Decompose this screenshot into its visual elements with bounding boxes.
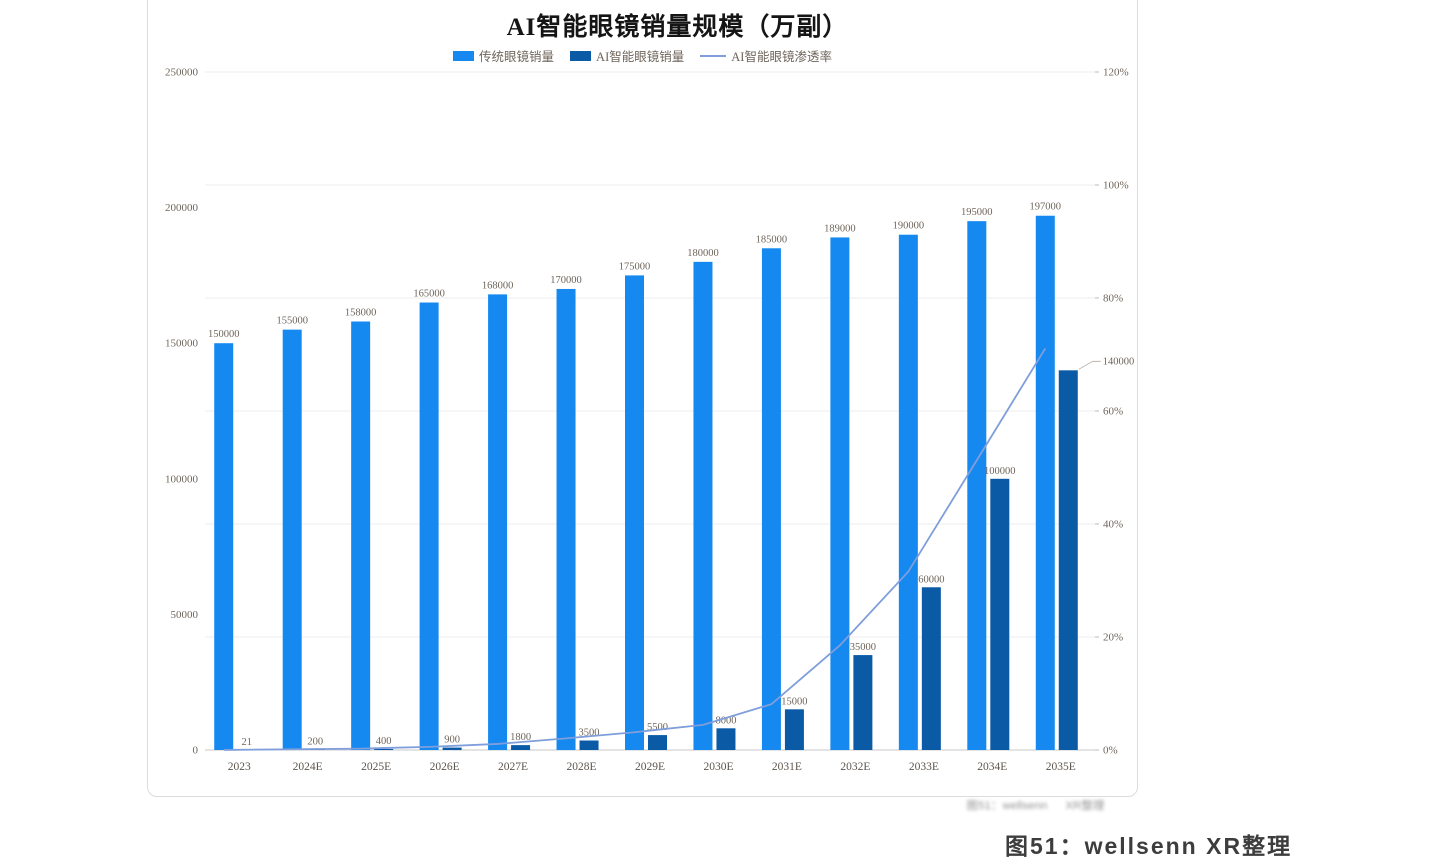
bar-ai: [374, 748, 394, 750]
x-axis-category-label: 2024E: [293, 761, 323, 773]
bar-ai-value-label: 400: [376, 736, 392, 747]
legend-line-penetration-icon: [700, 54, 727, 57]
bar-traditional-value-label: 170000: [550, 275, 582, 286]
right-axis-tick-label: 40%: [1103, 519, 1123, 531]
bar-traditional: [351, 321, 371, 750]
right-axis-tick-label: 80%: [1103, 293, 1123, 305]
legend-label-ai: AI智能眼镜销量: [596, 50, 685, 64]
x-axis-category-label: 2033E: [909, 761, 939, 773]
bar-ai: [511, 745, 531, 750]
legend-label-penetration: AI智能眼镜渗透率: [731, 50, 832, 64]
legend-item-penetration: AI智能眼镜渗透率: [700, 46, 832, 65]
bar-traditional: [214, 343, 234, 750]
left-axis-tick-label: 50000: [171, 609, 199, 621]
bar-ai-value-label: 15000: [781, 696, 807, 707]
label-leader-line: [1078, 360, 1101, 370]
right-axis-tick-label: 120%: [1103, 67, 1129, 79]
bar-traditional-value-label: 158000: [345, 308, 377, 319]
bar-ai-value-label: 60000: [918, 574, 944, 585]
bar-ai-value-label: 900: [444, 735, 460, 746]
left-axis-tick-label: 200000: [165, 202, 199, 214]
x-axis-category-label: 2035E: [1046, 761, 1076, 773]
bar-traditional: [693, 261, 713, 750]
bar-ai-value-label: 200: [307, 736, 323, 747]
bar-traditional: [761, 248, 781, 750]
bar-traditional: [625, 275, 644, 750]
bar-traditional-value-label: 155000: [276, 316, 308, 327]
legend-label-traditional: 传统眼镜销量: [479, 50, 555, 64]
bar-ai: [579, 740, 599, 750]
bar-ai: [853, 655, 873, 750]
bar-ai-value-label: 1800: [510, 732, 531, 743]
bar-traditional-value-label: 190000: [893, 221, 925, 232]
bar-traditional: [488, 294, 508, 750]
legend: 传统眼镜销量 AI智能眼镜销量 AI智能眼镜渗透率: [148, 46, 1137, 65]
penetration-line: [223, 347, 1047, 751]
bar-traditional: [282, 329, 302, 750]
x-axis-category-label: 2023: [228, 761, 251, 773]
bar-ai: [716, 728, 736, 750]
bar-traditional: [419, 302, 439, 750]
x-axis-category-label: 2029E: [635, 761, 665, 773]
left-axis-tick-label: 150000: [165, 338, 199, 350]
bar-ai: [921, 587, 941, 750]
legend-swatch-traditional-icon: [453, 50, 475, 61]
combo-chart-canvas: 0% 20% 40% 60% 80% 100% 120% 0 50000 100000 150000…: [165, 67, 1135, 774]
bar-traditional: [556, 288, 576, 750]
bar-traditional-value-label: 189000: [824, 223, 856, 234]
x-axis-category-label: 2028E: [567, 761, 597, 773]
bar-traditional: [898, 234, 918, 751]
bar-traditional-value-label: 165000: [413, 289, 445, 300]
bar-traditional-value-label: 185000: [756, 234, 788, 245]
bar-ai: [442, 747, 462, 750]
figure-caption: 图51：wellsenn XR整理: [1005, 833, 1293, 859]
right-axis-tick-label: 0%: [1103, 745, 1118, 757]
right-axis-tick-label: 20%: [1103, 632, 1123, 644]
bar-traditional-value-label: 168000: [482, 280, 513, 291]
x-axis-category-label: 2030E: [703, 761, 733, 773]
caption-faint-watermark: 图51：wellsenn XR整理: [966, 800, 1105, 812]
x-axis-category-label: 2027E: [498, 761, 528, 773]
bar-traditional-value-label: 180000: [687, 248, 719, 259]
x-axis-category-label: 2026E: [430, 761, 460, 773]
chart-title: AI智能眼镜销量规模（万副）: [506, 14, 849, 41]
bar-traditional-value-label: 175000: [619, 261, 651, 272]
right-axis-tick-label: 60%: [1103, 406, 1123, 418]
bar-traditional: [967, 221, 987, 750]
left-axis-tick-label: 250000: [165, 67, 199, 79]
bar-traditional-value-label: 150000: [208, 329, 240, 340]
chart-panel: AI智能眼镜销量规模（万副） 传统眼镜销量 AI智能眼镜销量 AI智能眼镜渗透率…: [147, 0, 1138, 797]
bar-traditional: [1035, 215, 1055, 751]
bar-ai-value-label: 140000: [1103, 356, 1135, 367]
x-axis-category-label: 2034E: [977, 761, 1007, 773]
left-axis-tick-label: 0: [193, 745, 199, 757]
bar-ai-value-label: 5500: [647, 722, 668, 733]
bar-traditional-value-label: 195000: [961, 207, 993, 218]
bar-ai: [990, 478, 1010, 750]
legend-swatch-ai-icon: [570, 50, 592, 61]
x-axis-category-label: 2032E: [840, 761, 870, 773]
bar-ai: [784, 709, 804, 750]
bar-ai: [1058, 370, 1078, 750]
bar-ai-value-label: 35000: [850, 642, 876, 653]
legend-item-traditional: 传统眼镜销量: [453, 46, 554, 65]
bar-traditional-value-label: 197000: [1030, 202, 1062, 213]
x-axis-category-label: 2031E: [772, 761, 802, 773]
bar-ai: [648, 735, 667, 750]
bar-ai-value-label: 21: [241, 737, 252, 748]
right-axis-tick-label: 100%: [1103, 180, 1129, 192]
left-axis-tick-label: 100000: [165, 473, 199, 485]
bar-ai-value-label: 8000: [715, 715, 736, 726]
legend-item-ai: AI智能眼镜销量: [570, 46, 684, 65]
bar-ai-value-label: 3500: [579, 728, 600, 739]
bar-traditional: [830, 237, 850, 750]
x-axis-category-label: 2025E: [361, 761, 391, 773]
bar-ai-value-label: 100000: [984, 466, 1016, 477]
